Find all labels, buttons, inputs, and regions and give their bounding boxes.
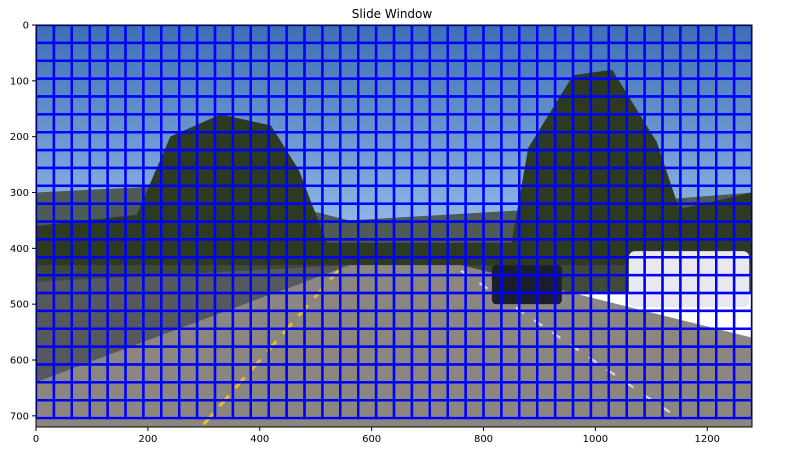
y-axis-ticks: 0 100 200 300 400 500 600 700 <box>10 21 36 422</box>
y-tick-label: 700 <box>10 411 29 422</box>
x-tick-label: 1200 <box>695 434 720 445</box>
axes-frame <box>35 24 753 428</box>
y-tick-label: 400 <box>10 244 29 255</box>
x-axis-ticks: 0 200 400 600 800 1000 1200 <box>33 427 720 445</box>
x-tick-label: 0 <box>33 434 39 445</box>
x-tick-label: 1000 <box>583 434 608 445</box>
y-tick-label: 300 <box>10 188 29 199</box>
window-box <box>732 309 752 330</box>
y-tick-label: 500 <box>10 300 29 311</box>
y-tick-label: 0 <box>23 21 29 32</box>
window-box <box>715 309 736 330</box>
chart-title: Slide Window <box>352 7 433 21</box>
white-car <box>628 251 750 307</box>
x-tick-label: 600 <box>362 434 381 445</box>
x-tick-label: 800 <box>474 434 493 445</box>
sliding-windows <box>36 25 752 420</box>
y-tick-label: 200 <box>10 132 29 143</box>
x-tick-label: 200 <box>138 434 157 445</box>
road-shoulder <box>36 265 350 383</box>
y-tick-label: 600 <box>10 356 29 367</box>
y-tick-label: 100 <box>10 76 29 87</box>
x-tick-label: 400 <box>250 434 269 445</box>
